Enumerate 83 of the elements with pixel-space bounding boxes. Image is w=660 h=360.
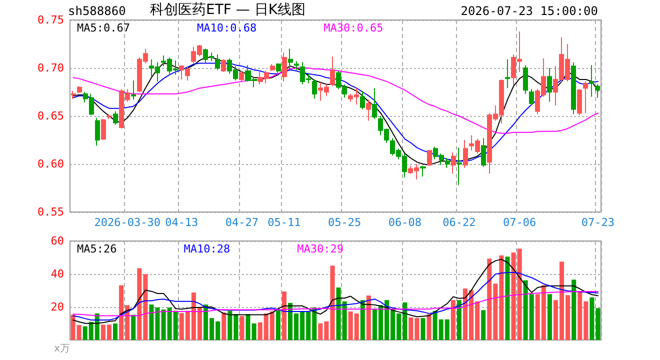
- candlestick: [457, 147, 462, 186]
- candlestick: [445, 158, 450, 168]
- candlestick: [547, 68, 552, 102]
- bar: [450, 300, 456, 340]
- text: MA30:29: [297, 242, 344, 256]
- bar: [572, 280, 576, 340]
- bar: [481, 310, 486, 340]
- bar: [426, 314, 432, 340]
- bar: [276, 310, 280, 340]
- candlestick: [131, 80, 136, 100]
- line-series: [72, 258, 598, 324]
- candlestick: [366, 99, 371, 122]
- candlestick: [312, 79, 317, 100]
- candlestick: [101, 118, 106, 140]
- candlestick: [276, 62, 281, 74]
- chart-title: 科创医药ETF — 日K线图: [150, 2, 306, 18]
- candlestick: [523, 64, 528, 94]
- candlestick: [427, 150, 432, 166]
- text: MA5:26: [77, 242, 117, 256]
- candlestick: [420, 165, 426, 177]
- candlestick: [239, 70, 244, 83]
- x-tick-label: 2026-03-30: [94, 216, 160, 229]
- bar: [131, 314, 136, 340]
- bar: [366, 295, 371, 340]
- y-axis-title: x万: [54, 344, 70, 354]
- x-tick-label: 06-08: [388, 216, 422, 229]
- y-tick-label: 0.65: [38, 110, 64, 122]
- text: MA10:28: [184, 242, 230, 256]
- candlestick: [481, 138, 486, 168]
- candlestick: [288, 48, 293, 72]
- y-tick-label: 0.70: [38, 62, 64, 74]
- y-tick-label: 0.55: [38, 206, 64, 218]
- text: MA30:0.65: [324, 22, 384, 34]
- candlestick: [330, 56, 335, 87]
- candlestick: [583, 80, 588, 114]
- y-tick-label: 40: [50, 268, 64, 280]
- candlestick: [95, 117, 100, 146]
- x-tick-label: 05-11: [268, 216, 301, 229]
- text: sh588860: [68, 4, 126, 18]
- bar: [547, 294, 552, 340]
- candlestick: [577, 88, 582, 116]
- candlestick: [270, 64, 275, 72]
- text: MA5:0.67: [77, 22, 130, 34]
- candlestick: [77, 86, 82, 94]
- candlestick: [529, 88, 534, 106]
- candlestick: [215, 54, 220, 70]
- y-tick-label: 0.75: [38, 14, 64, 26]
- line-series: [72, 272, 598, 321]
- y-tick-label: 60: [50, 234, 64, 248]
- y-tick-label: 0.60: [38, 158, 64, 170]
- candlestick: [282, 52, 287, 82]
- candlestick: [589, 64, 594, 98]
- candlestick: [71, 90, 76, 100]
- candlestick: [107, 114, 112, 120]
- bar: [456, 300, 462, 340]
- x-tick-label: 07-23: [581, 216, 615, 229]
- bar: [282, 291, 286, 340]
- text: MA10:0.68: [196, 22, 257, 34]
- x-tick-label: 07-06: [502, 216, 536, 229]
- line-series: [72, 290, 598, 316]
- bar: [112, 324, 118, 340]
- bar: [360, 300, 365, 340]
- bar: [505, 256, 510, 340]
- x-tick-label: 05-25: [328, 216, 362, 229]
- candlestick: [372, 88, 377, 120]
- bar: [222, 312, 226, 340]
- line-series: [72, 68, 598, 134]
- candlestick: [571, 62, 576, 115]
- bar: [420, 318, 426, 340]
- candlestick: [294, 60, 299, 70]
- candlestick: [463, 140, 468, 168]
- y-tick-label: 20: [50, 300, 64, 314]
- x-tick-label: 06-22: [442, 216, 476, 229]
- candlestick: [505, 58, 510, 89]
- candlestick: [451, 152, 456, 174]
- bar: [240, 316, 244, 340]
- x-tick-label: 04-27: [225, 216, 259, 229]
- candlestick: [595, 84, 600, 98]
- x-tick-label: 04-13: [165, 216, 198, 229]
- candlestick: [360, 90, 365, 110]
- candlestick: [113, 110, 118, 126]
- text: 2026-07-23 15:00:00: [460, 4, 598, 18]
- candlestick: [221, 58, 226, 72]
